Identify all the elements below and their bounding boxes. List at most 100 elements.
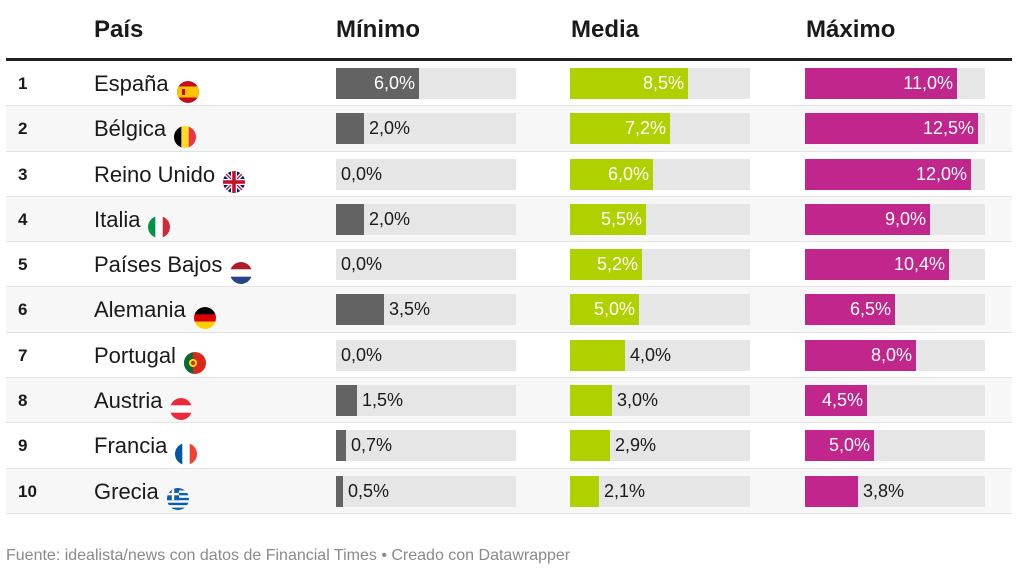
max-value-label: 11,0% xyxy=(903,73,953,93)
country-name: Grecia xyxy=(94,478,159,504)
country-cell: Países Bajos xyxy=(94,242,253,287)
italy-flag-icon xyxy=(148,208,171,239)
max-cell: 6,5% xyxy=(805,294,985,326)
min-value-label: 0,0% xyxy=(341,254,383,275)
mean-value-label: 8,5% xyxy=(642,73,684,93)
max-cell: 12,5% xyxy=(805,113,985,145)
country-cell: Bélgica xyxy=(94,106,197,151)
country-name: Reino Unido xyxy=(94,161,216,187)
country-name: Alemania xyxy=(94,297,186,323)
france-flag-icon xyxy=(175,435,198,465)
table-row: 6 Alemania 3,5% 5,0% 6,5% xyxy=(6,287,1012,333)
mean-cell: 7,2% xyxy=(570,113,750,145)
mean-cell: 3,0% xyxy=(570,385,750,417)
greece-flag-icon xyxy=(166,480,189,511)
max-bar xyxy=(805,475,858,507)
mean-cell: 5,5% xyxy=(570,203,750,235)
mean-bar xyxy=(570,113,670,145)
rank-number: 6 xyxy=(18,300,28,320)
rank-number: 4 xyxy=(18,209,28,229)
mean-value-label: 7,2% xyxy=(624,118,666,139)
source-footer: Fuente: idealista/news con datos de Fina… xyxy=(6,547,571,564)
country-name: Portugal xyxy=(94,342,176,368)
mean-cell: 8,5% xyxy=(570,68,750,99)
portugal-flag-icon xyxy=(183,344,206,375)
min-bar xyxy=(336,68,419,99)
mean-cell: 5,2% xyxy=(570,249,750,281)
germany-flag-icon xyxy=(193,299,216,329)
mean-value-label: 6,0% xyxy=(607,163,649,184)
mean-value-label: 5,2% xyxy=(596,254,638,275)
min-bar xyxy=(336,430,346,462)
min-bar xyxy=(336,294,384,326)
max-bar xyxy=(805,385,867,417)
header-min: Mínimo xyxy=(336,16,420,43)
min-value-label: 1,5% xyxy=(362,390,404,411)
header-rule xyxy=(6,58,1012,61)
table-row: 2 Bélgica 2,0% 7,2% 12,5% xyxy=(6,106,1012,152)
max-value-label: 9,0% xyxy=(884,208,926,229)
max-cell: 5,0% xyxy=(805,430,985,462)
max-cell: 4,5% xyxy=(805,385,985,417)
netherlands-flag-icon xyxy=(230,254,253,284)
mean-value-label: 2,9% xyxy=(615,435,657,456)
min-cell: 2,0% xyxy=(336,203,516,235)
max-value-label: 12,5% xyxy=(922,118,974,139)
mean-cell: 2,9% xyxy=(570,430,750,462)
country-cell: Italia xyxy=(94,197,171,242)
rank-number: 8 xyxy=(18,391,28,411)
max-cell: 12,0% xyxy=(805,158,985,190)
min-cell: 0,5% xyxy=(336,475,516,507)
mean-bar xyxy=(570,430,610,462)
country-name: Países Bajos xyxy=(94,252,223,278)
mean-bar xyxy=(570,158,653,190)
min-value-label: 0,0% xyxy=(341,344,383,365)
rank-number: 1 xyxy=(18,74,28,93)
max-bar xyxy=(805,430,874,462)
min-cell: 6,0% xyxy=(336,68,516,99)
country-cell: Francia xyxy=(94,423,198,468)
min-bar xyxy=(336,203,364,235)
max-bar xyxy=(805,249,949,281)
min-value-label: 0,7% xyxy=(351,435,393,456)
mean-bar xyxy=(570,249,642,281)
spain-flag-icon xyxy=(176,73,199,103)
min-value-label: 3,5% xyxy=(389,299,431,320)
rank-number: 7 xyxy=(18,345,28,365)
mean-bar xyxy=(570,68,688,99)
rank-number: 2 xyxy=(18,119,28,139)
header-max: Máximo xyxy=(806,16,896,43)
min-cell: 1,5% xyxy=(336,385,516,417)
table-row: 8 Austria 1,5% 3,0% 4,5% xyxy=(6,378,1012,424)
table-body: 1 España 6,0% 8,5% 11,0% 2 Bélgica 2,0% 7,2% 12,5… xyxy=(6,61,1012,514)
mean-bar xyxy=(570,339,625,371)
country-cell: Portugal xyxy=(94,333,206,378)
min-value-label: 0,0% xyxy=(341,163,383,184)
uk-flag-icon xyxy=(223,163,246,194)
mean-cell: 6,0% xyxy=(570,158,750,190)
min-cell: 0,0% xyxy=(336,249,516,281)
max-bar xyxy=(805,203,930,235)
table-row: 7 Portugal 0,0% 4,0% 8,0% xyxy=(6,333,1012,379)
max-value-label: 8,0% xyxy=(870,344,912,365)
austria-flag-icon xyxy=(170,390,193,420)
min-value-label: 2,0% xyxy=(369,208,411,229)
rank-number: 3 xyxy=(18,164,28,184)
max-value-label: 5,0% xyxy=(828,435,870,456)
mean-cell: 2,1% xyxy=(570,475,750,507)
table-header: País Mínimo Media Máximo xyxy=(6,0,1012,58)
min-value-label: 6,0% xyxy=(373,73,415,93)
country-cell: Grecia xyxy=(94,469,189,514)
country-name: Italia xyxy=(94,206,141,232)
mean-cell: 4,0% xyxy=(570,339,750,371)
max-value-label: 12,0% xyxy=(915,163,967,184)
max-cell: 9,0% xyxy=(805,203,985,235)
rank-number: 9 xyxy=(18,436,28,456)
min-bar xyxy=(336,385,357,417)
max-cell: 8,0% xyxy=(805,339,985,371)
rank-number: 10 xyxy=(18,481,37,501)
max-cell: 10,4% xyxy=(805,249,985,281)
min-value-label: 2,0% xyxy=(369,118,411,139)
mean-value-label: 5,5% xyxy=(600,208,642,229)
min-cell: 2,0% xyxy=(336,113,516,145)
